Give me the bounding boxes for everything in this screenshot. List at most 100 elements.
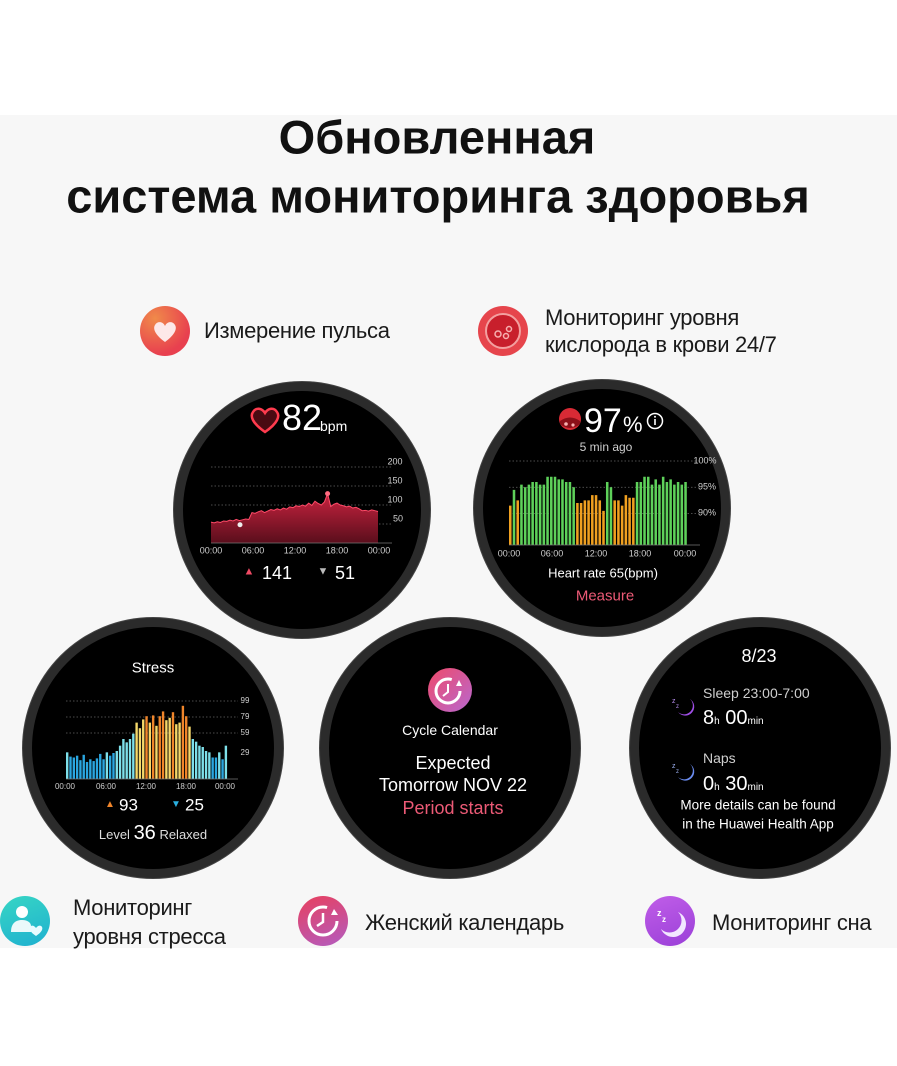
spo2-bar — [516, 500, 519, 545]
spo2-bar — [669, 479, 672, 545]
stress-bar — [115, 751, 118, 779]
spo2-bar — [632, 497, 635, 545]
stress-bar — [105, 752, 109, 779]
hr-y-tick: 200 — [387, 456, 403, 467]
spo2-bar — [527, 484, 531, 545]
stress-bar — [151, 715, 155, 779]
spo2-bar — [564, 482, 568, 545]
stress-bar — [128, 739, 132, 779]
max-arrow-icon: ▲ — [243, 565, 255, 578]
heart-glow-icon — [250, 407, 280, 434]
stress-y-tick: 29 — [240, 748, 250, 757]
stress-bar — [201, 747, 204, 779]
stress-bar — [118, 745, 122, 779]
cycle-title: Cycle Calendar — [402, 722, 498, 738]
heart-rate-unit: bpm — [320, 418, 348, 434]
spo2-bar — [613, 500, 616, 545]
svg-text:z: z — [676, 704, 679, 710]
stress-bar — [132, 733, 135, 779]
stress-x-tick: 06:00 — [95, 782, 117, 791]
measure-button[interactable]: Measure — [575, 587, 635, 605]
spo2-bar — [523, 487, 527, 545]
hr-x-tick: 12:00 — [283, 545, 307, 556]
spo2-bar — [676, 482, 680, 545]
spo2-bar — [661, 476, 665, 545]
sleep-minutes: 00 — [725, 707, 748, 729]
sleep-date: 8/23 — [741, 646, 777, 666]
stress-bar — [155, 725, 158, 779]
spo2-bar — [568, 482, 572, 545]
spo2-bar — [684, 482, 687, 545]
spo2-bar — [561, 479, 564, 545]
hr-max-value: 141 — [262, 563, 293, 583]
sleep-label: Sleep 23:00-7:00 — [703, 685, 810, 701]
stress-bar — [99, 753, 102, 779]
stress-bar — [171, 712, 175, 779]
hours-unit: h — [714, 782, 720, 793]
feature-cycle-label: Женский календарь — [365, 910, 564, 935]
stress-y-tick: 59 — [240, 728, 250, 737]
stress-bar — [102, 759, 105, 779]
spo2-bar — [594, 495, 598, 545]
spo2-bar — [598, 500, 602, 545]
minutes-unit: min — [747, 716, 764, 727]
stress-bar — [214, 757, 218, 779]
stress-max-value: 93 — [119, 795, 138, 815]
stress-bar — [175, 724, 178, 779]
spo2-y-tick: 100% — [693, 455, 717, 466]
stress-bar — [92, 761, 95, 779]
person-heart-icon — [0, 896, 50, 946]
feature-spo2-line2: кислорода в крови 24/7 — [545, 332, 777, 357]
stress-bar — [211, 757, 214, 779]
naps-minutes: 30 — [725, 773, 748, 795]
spo2-bar — [639, 482, 643, 545]
min-arrow-icon: ▼ — [317, 565, 329, 578]
cycle-watch — [320, 618, 580, 878]
stress-bar — [79, 760, 82, 779]
spo2-bar — [680, 484, 684, 545]
cycle-clock-icon — [298, 896, 348, 946]
svg-text:z: z — [672, 698, 676, 705]
stress-bar — [112, 753, 115, 779]
svg-text:z: z — [657, 908, 662, 918]
svg-text:z: z — [676, 769, 679, 775]
spo2-bar — [605, 482, 609, 545]
stress-title: Stress — [131, 659, 175, 677]
heart-icon — [140, 306, 190, 356]
hr-y-tick: 150 — [387, 475, 403, 486]
stress-bar — [221, 759, 224, 779]
spo2-bar — [512, 489, 516, 545]
stress-bar — [188, 726, 191, 779]
max-point — [325, 491, 331, 497]
spo2-bar — [643, 476, 646, 545]
stress-bar — [158, 716, 161, 779]
stress-bar — [198, 745, 201, 779]
spo2-bar — [602, 510, 605, 545]
hr-y-tick: 50 — [392, 513, 404, 524]
spo2-icon — [559, 408, 581, 430]
spo2-bar — [587, 500, 590, 545]
spo2-bar — [546, 476, 549, 545]
spo2-bar — [520, 484, 523, 545]
stress-bar — [148, 722, 152, 779]
spo2-bar — [531, 482, 534, 545]
spo2-heart-rate: Heart rate 65(bpm) — [548, 565, 658, 581]
hr-x-tick: 06:00 — [241, 545, 265, 556]
stress-min-value: 25 — [185, 795, 204, 815]
max-arrow-icon: ▲ — [105, 799, 115, 810]
hr-x-tick: 18:00 — [325, 545, 349, 556]
stress-x-tick: 00:00 — [54, 782, 76, 791]
stress-y-tick: 99 — [240, 696, 250, 705]
feature-heart-rate-label: Измерение пульса — [204, 318, 390, 343]
stress-chart — [66, 700, 238, 780]
spo2-bar — [542, 484, 546, 545]
stress-bar — [224, 745, 228, 779]
stress-bar — [161, 711, 165, 779]
naps-hours: 0 — [703, 773, 715, 795]
spo2-bar — [624, 495, 628, 545]
info-icon — [646, 412, 664, 430]
stress-bar — [145, 716, 148, 779]
stress-bar — [82, 754, 85, 779]
stress-bar — [85, 761, 89, 779]
